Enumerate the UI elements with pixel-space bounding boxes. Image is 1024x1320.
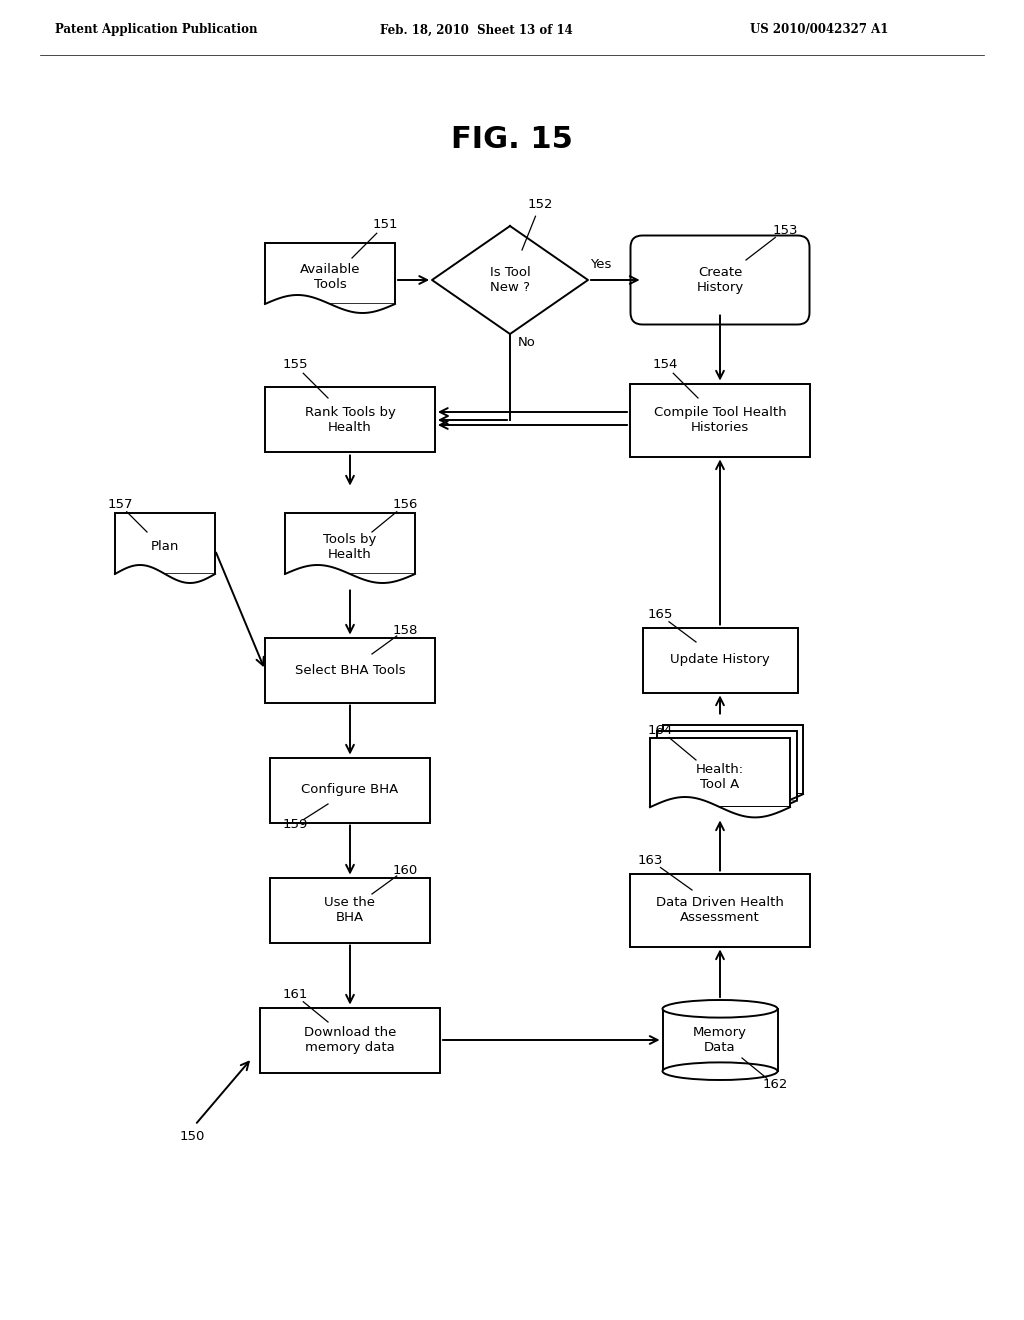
FancyBboxPatch shape [270, 758, 430, 822]
Text: Use the
BHA: Use the BHA [325, 896, 376, 924]
Text: 162: 162 [762, 1078, 787, 1092]
Ellipse shape [663, 1063, 777, 1080]
Text: Download the
memory data: Download the memory data [304, 1026, 396, 1053]
Text: Yes: Yes [590, 257, 611, 271]
FancyBboxPatch shape [631, 235, 810, 325]
FancyBboxPatch shape [650, 738, 790, 808]
FancyBboxPatch shape [115, 512, 215, 574]
Text: Update History: Update History [670, 653, 770, 667]
FancyBboxPatch shape [260, 1007, 440, 1072]
Text: 161: 161 [283, 989, 307, 1002]
FancyBboxPatch shape [656, 731, 797, 801]
Text: 159: 159 [283, 818, 307, 832]
FancyBboxPatch shape [265, 243, 395, 304]
Text: Configure BHA: Configure BHA [301, 784, 398, 796]
Text: FIG. 15: FIG. 15 [451, 125, 573, 154]
FancyBboxPatch shape [285, 512, 415, 574]
Text: Rank Tools by
Health: Rank Tools by Health [304, 407, 395, 434]
FancyBboxPatch shape [265, 388, 435, 453]
Text: 157: 157 [108, 499, 133, 511]
Text: Compile Tool Health
Histories: Compile Tool Health Histories [653, 407, 786, 434]
Text: Is Tool
New ?: Is Tool New ? [489, 267, 530, 294]
Text: Patent Application Publication: Patent Application Publication [55, 24, 257, 37]
Text: No: No [518, 337, 536, 348]
Text: 154: 154 [652, 359, 678, 371]
Text: Memory
Data: Memory Data [693, 1026, 746, 1053]
FancyBboxPatch shape [663, 725, 803, 795]
FancyBboxPatch shape [630, 384, 810, 457]
FancyBboxPatch shape [270, 878, 430, 942]
Text: Tools by
Health: Tools by Health [324, 533, 377, 561]
Text: Available
Tools: Available Tools [300, 263, 360, 290]
Text: 151: 151 [373, 219, 397, 231]
Text: 152: 152 [527, 198, 553, 211]
Text: Create
History: Create History [696, 267, 743, 294]
Text: 165: 165 [647, 609, 673, 622]
Text: Plan: Plan [151, 540, 179, 553]
FancyBboxPatch shape [265, 638, 435, 702]
Text: 164: 164 [647, 723, 673, 737]
Ellipse shape [663, 1001, 777, 1018]
FancyBboxPatch shape [642, 627, 798, 693]
Text: Feb. 18, 2010  Sheet 13 of 14: Feb. 18, 2010 Sheet 13 of 14 [380, 24, 572, 37]
Text: Data Driven Health
Assessment: Data Driven Health Assessment [656, 896, 784, 924]
FancyBboxPatch shape [630, 874, 810, 946]
Text: Select BHA Tools: Select BHA Tools [295, 664, 406, 676]
Text: 156: 156 [392, 499, 418, 511]
Text: 160: 160 [392, 863, 418, 876]
Text: 153: 153 [772, 223, 798, 236]
Text: 155: 155 [283, 359, 308, 371]
FancyBboxPatch shape [663, 1008, 777, 1072]
Text: 150: 150 [180, 1130, 206, 1143]
Polygon shape [432, 226, 588, 334]
Text: 163: 163 [637, 854, 663, 866]
Text: Health:
Tool A: Health: Tool A [696, 763, 744, 791]
Text: 158: 158 [392, 623, 418, 636]
Text: US 2010/0042327 A1: US 2010/0042327 A1 [750, 24, 889, 37]
